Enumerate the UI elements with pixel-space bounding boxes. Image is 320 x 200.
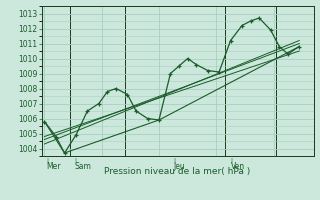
- Text: Mer: Mer: [46, 162, 60, 171]
- Text: Sam: Sam: [75, 162, 92, 171]
- Text: |: |: [173, 158, 175, 163]
- Text: |: |: [46, 158, 48, 163]
- Text: Ven: Ven: [231, 162, 245, 171]
- Text: |: |: [75, 158, 76, 163]
- X-axis label: Pression niveau de la mer( hPa ): Pression niveau de la mer( hPa ): [104, 167, 251, 176]
- Text: Jeu: Jeu: [173, 162, 185, 171]
- Text: |: |: [231, 158, 233, 163]
